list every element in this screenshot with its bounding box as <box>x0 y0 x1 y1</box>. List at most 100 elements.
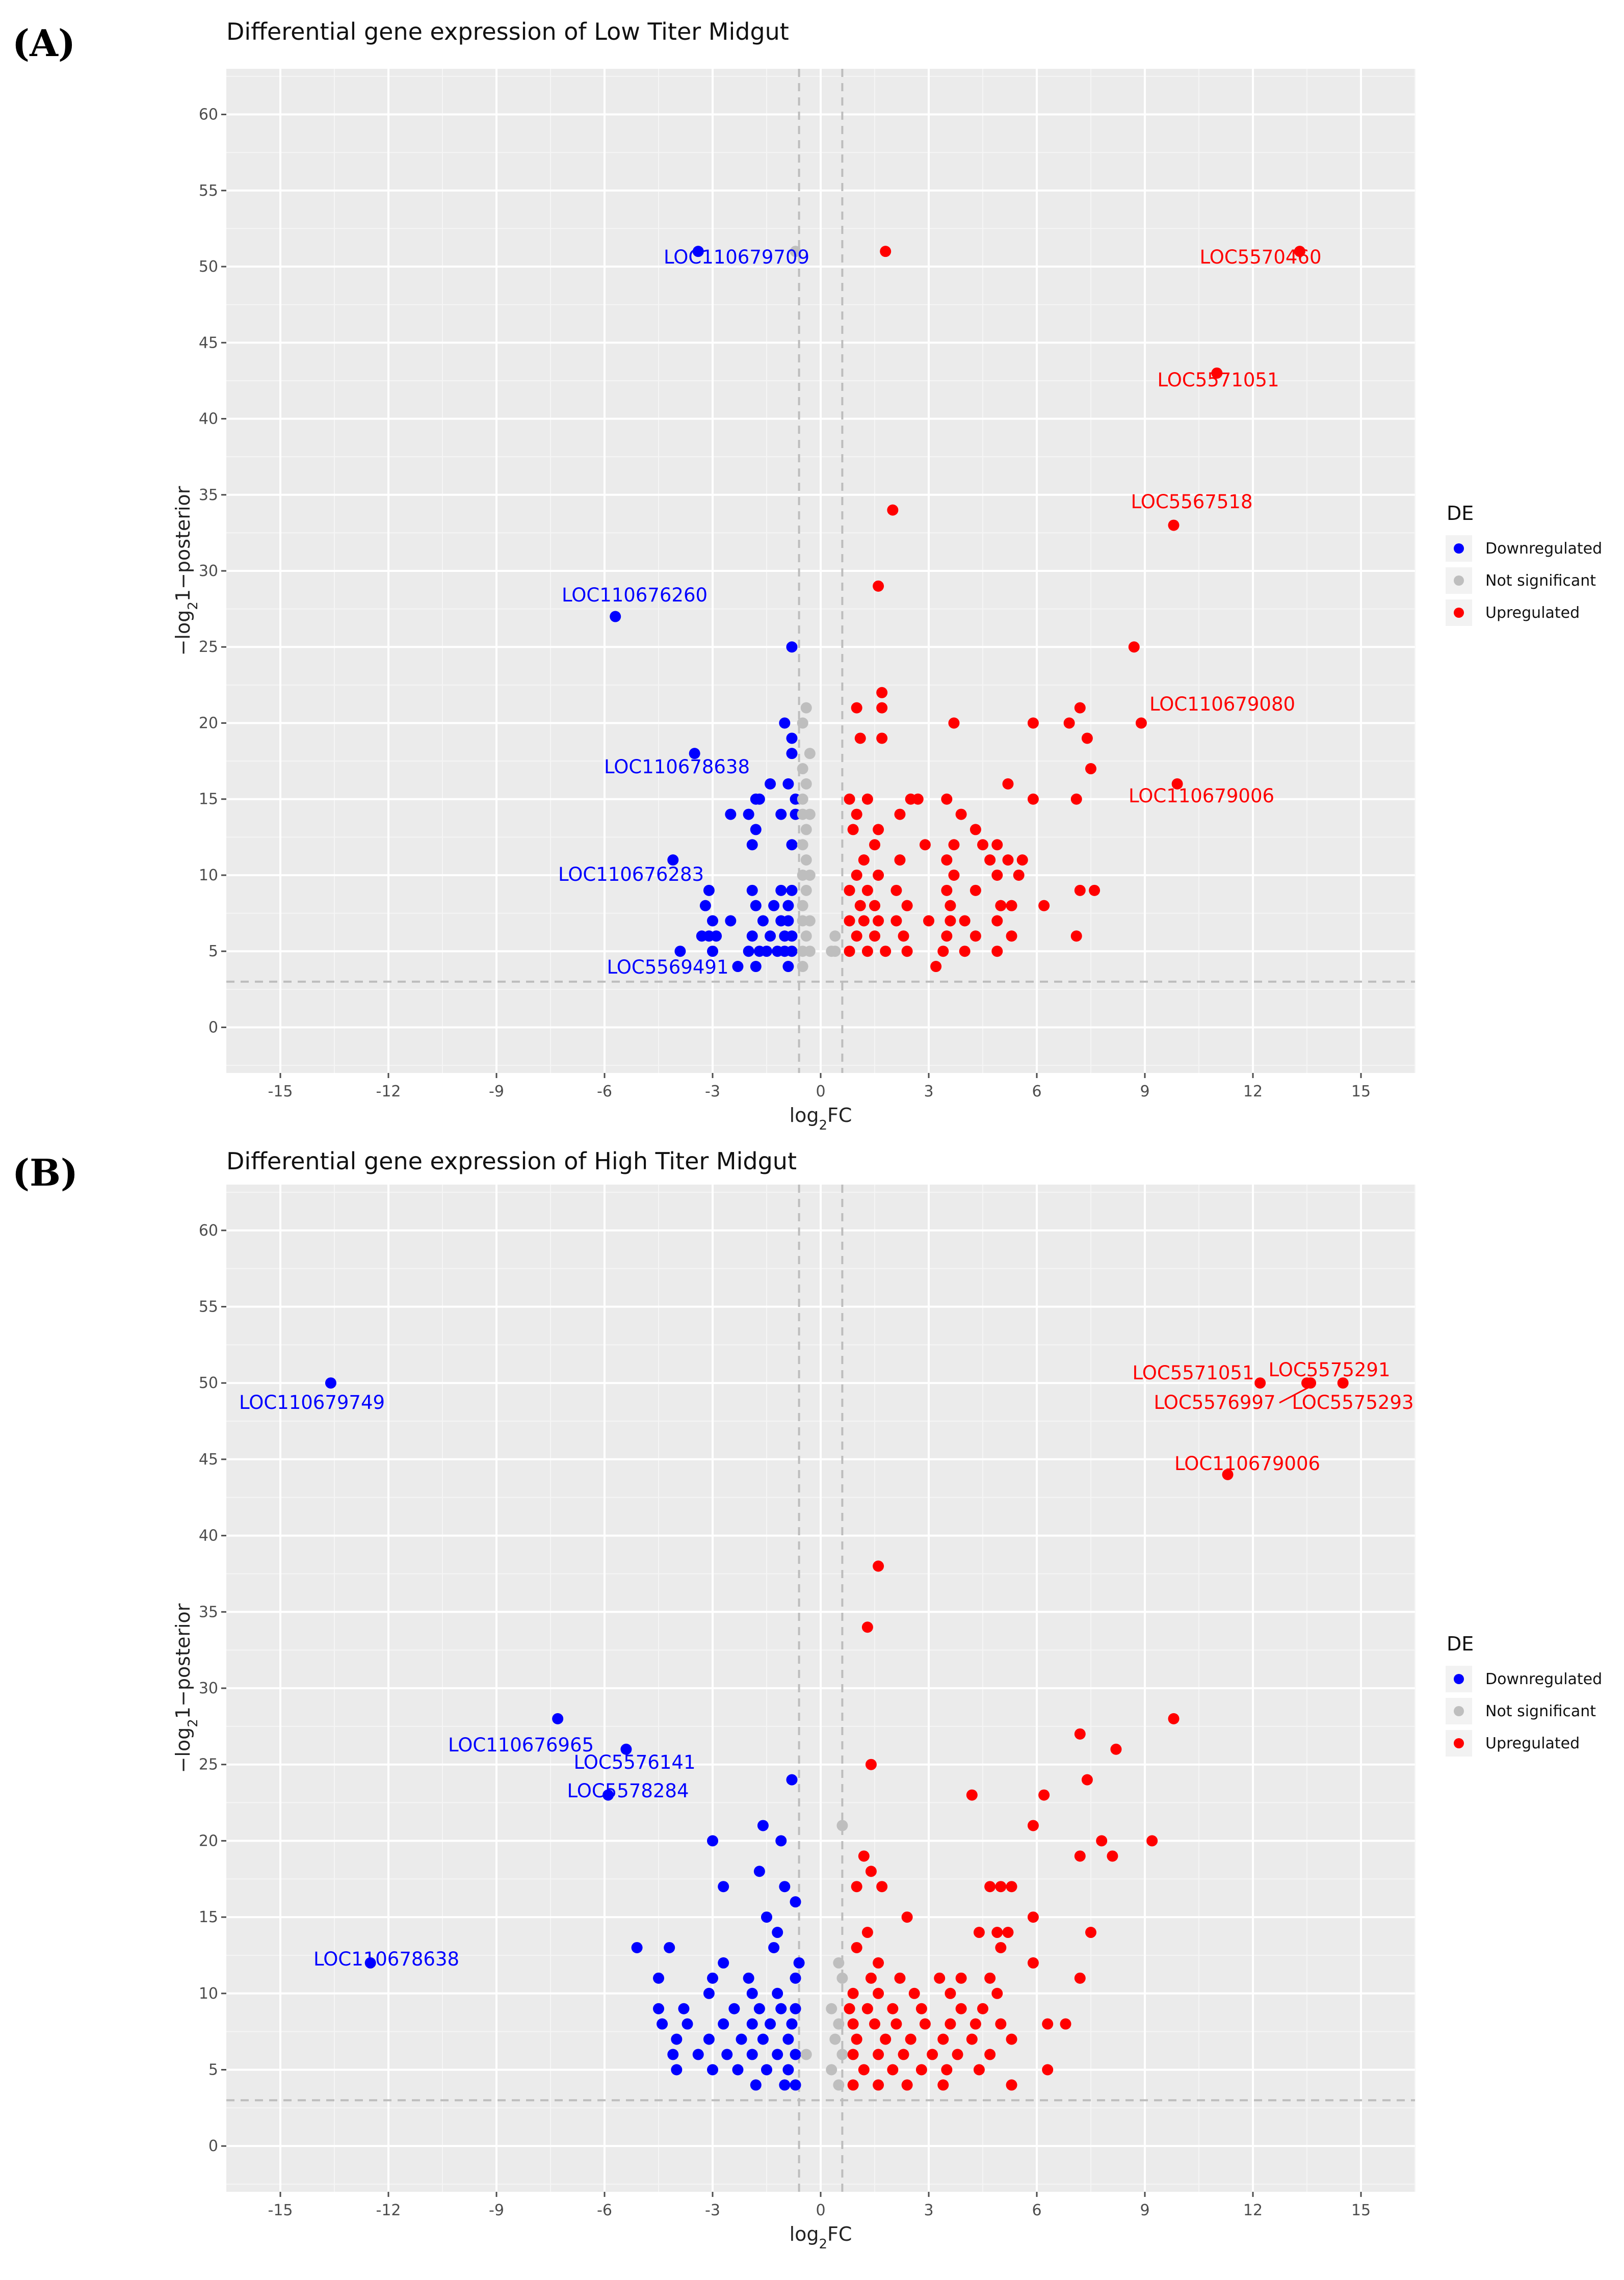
y-tick-label: 25 <box>199 1756 218 1774</box>
x-tick-label: 6 <box>1032 1083 1041 1100</box>
gene-label: LOC110678638 <box>604 756 750 778</box>
gene-label: LOC110679006 <box>1129 785 1274 807</box>
point-upregulated <box>873 915 884 927</box>
point-downregulated <box>782 915 794 927</box>
point-upregulated <box>1096 1835 1108 1847</box>
point-upregulated <box>1168 1713 1180 1724</box>
point-upregulated <box>1074 1728 1086 1740</box>
point-upregulated <box>861 884 873 896</box>
point-upregulated <box>858 915 870 927</box>
point-upregulated <box>873 580 884 592</box>
x-tick-label: -9 <box>489 1083 504 1100</box>
point-downregulated <box>718 1881 729 1893</box>
point-downregulated <box>761 2064 772 2076</box>
gene-label: LOC5578284 <box>567 1780 689 1802</box>
point-upregulated <box>854 732 866 744</box>
x-tick-label: -12 <box>376 1083 401 1100</box>
point-downregulated <box>732 961 744 973</box>
point-upregulated <box>1002 778 1014 790</box>
point-upregulated <box>1013 869 1025 881</box>
point-upregulated <box>894 808 906 820</box>
point-upregulated <box>847 2049 859 2060</box>
point-upregulated <box>945 1987 956 1999</box>
point-upregulated <box>858 2064 870 2076</box>
point-downregulated <box>699 900 711 911</box>
point-upregulated <box>901 1911 913 1923</box>
point-upregulated <box>1006 900 1017 911</box>
gene-label: LOC110679749 <box>239 1392 385 1413</box>
point-upregulated <box>945 900 956 911</box>
point-upregulated <box>847 1987 859 1999</box>
point-not-significant <box>800 702 812 714</box>
point-downregulated <box>674 946 686 957</box>
point-upregulated <box>1294 246 1305 257</box>
point-upregulated <box>941 854 953 866</box>
point-upregulated <box>890 915 902 927</box>
point-downregulated <box>364 1957 376 1969</box>
point-downregulated <box>768 1942 780 1953</box>
point-upregulated <box>915 2064 927 2076</box>
point-upregulated <box>1016 854 1028 866</box>
point-upregulated <box>937 2079 949 2091</box>
x-tick-label: 3 <box>924 1083 933 1100</box>
point-downregulated <box>664 1942 675 1953</box>
point-upregulated <box>991 915 1003 927</box>
point-downregulated <box>657 2018 668 2030</box>
point-upregulated <box>1254 1377 1266 1389</box>
point-upregulated <box>1081 732 1093 744</box>
point-downregulated <box>761 1911 772 1923</box>
point-not-significant <box>833 2079 845 2091</box>
point-upregulated <box>984 1972 996 1984</box>
point-not-significant <box>800 778 812 790</box>
point-not-significant <box>829 946 841 957</box>
point-upregulated <box>941 884 953 896</box>
point-upregulated <box>876 732 888 744</box>
point-upregulated <box>898 930 909 942</box>
point-downregulated <box>786 641 798 653</box>
point-not-significant <box>797 839 808 851</box>
point-downregulated <box>692 246 704 257</box>
point-downregulated <box>761 946 772 957</box>
x-tick-label: -3 <box>705 1083 720 1100</box>
x-tick-label: 6 <box>1032 2202 1041 2219</box>
y-tick-label: 15 <box>199 1908 218 1926</box>
point-upregulated <box>995 1881 1007 1893</box>
point-upregulated <box>873 1957 884 1969</box>
y-tick-label: 40 <box>199 410 218 428</box>
point-upregulated <box>1074 702 1086 714</box>
legend-swatch-downregulated <box>1454 543 1464 554</box>
point-not-significant <box>800 884 812 896</box>
point-upregulated <box>912 793 924 805</box>
point-not-significant <box>800 2049 812 2060</box>
point-not-significant <box>790 246 801 257</box>
point-downregulated <box>725 808 737 820</box>
point-upregulated <box>1006 930 1017 942</box>
point-upregulated <box>977 2003 988 2014</box>
point-downregulated <box>610 611 621 622</box>
point-upregulated <box>887 2003 899 2014</box>
point-upregulated <box>1074 884 1086 896</box>
gene-label: LOC5571051 <box>1132 1362 1254 1384</box>
point-upregulated <box>844 793 855 805</box>
point-downregulated <box>736 2033 747 2045</box>
point-upregulated <box>959 946 971 957</box>
point-downregulated <box>707 2064 718 2076</box>
x-tick-label: 3 <box>924 2202 933 2219</box>
point-downregulated <box>750 900 762 911</box>
point-upregulated <box>873 1987 884 1999</box>
point-upregulated <box>1128 641 1140 653</box>
point-upregulated <box>945 2018 956 2030</box>
point-upregulated <box>970 884 981 896</box>
point-upregulated <box>876 1881 888 1893</box>
point-upregulated <box>1107 1850 1118 1862</box>
point-upregulated <box>851 1881 862 1893</box>
point-upregulated <box>887 504 899 516</box>
point-upregulated <box>970 824 981 835</box>
point-downregulated <box>707 946 718 957</box>
point-downregulated <box>721 2049 733 2060</box>
y-tick-label: 0 <box>208 1018 218 1036</box>
point-downregulated <box>790 1896 801 1908</box>
point-upregulated <box>941 2064 953 2076</box>
gene-label: LOC5576141 <box>573 1751 695 1773</box>
point-upregulated <box>1110 1743 1122 1755</box>
